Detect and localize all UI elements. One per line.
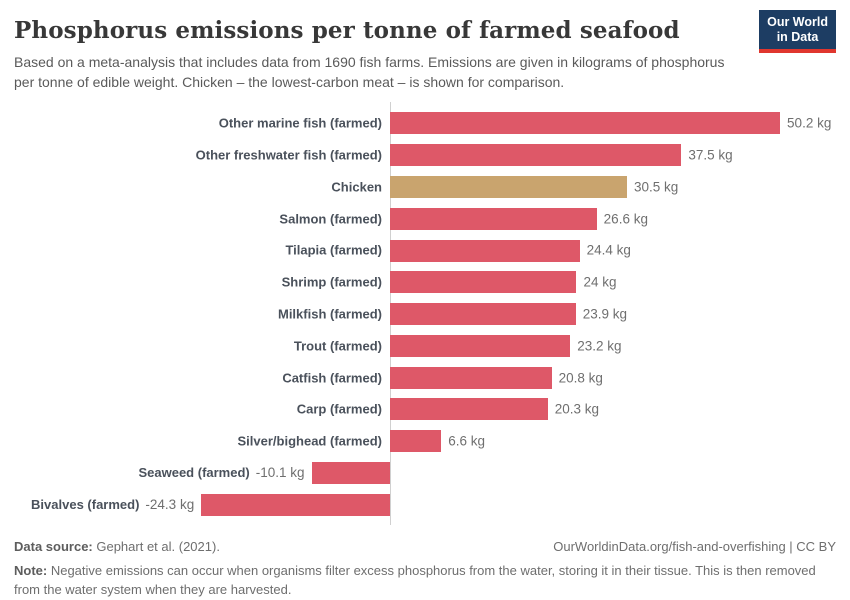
bar-salmon-farmed[interactable] xyxy=(390,207,597,230)
citation-link: OurWorldinData.org/fish-and-overfishing … xyxy=(553,539,836,555)
chart-note: Note: Negative emissions can occur when … xyxy=(14,562,836,600)
bar-row-chicken: Chicken 30.5 kg xyxy=(14,171,836,203)
value-label-trout-farmed: 23.2 kg xyxy=(577,338,622,354)
note-label: Note: xyxy=(14,563,48,579)
bar-silver-bighead-farmed[interactable] xyxy=(390,430,442,453)
bar-tilapia-farmed[interactable] xyxy=(390,239,580,262)
bar-milkfish-farmed[interactable] xyxy=(390,303,576,326)
data-source: Data source: Gephart et al. (2021). xyxy=(14,538,220,557)
bar-row-bivalves-farmed: Bivalves (farmed) -24.3 kg xyxy=(14,489,836,521)
owid-logo-line1: Our World xyxy=(767,15,828,29)
bar-other-marine-fish-farmed[interactable] xyxy=(390,112,781,135)
label-group-seaweed-farmed: Seaweed (farmed) -10.1 kg xyxy=(138,464,304,482)
bar-row-trout-farmed: Trout (farmed) 23.2 kg xyxy=(14,330,836,362)
data-source-label: Data source: xyxy=(14,539,93,555)
data-source-value: Gephart et al. (2021). xyxy=(92,539,220,555)
source-line: Data source: Gephart et al. (2021). OurW… xyxy=(14,538,836,557)
owid-logo: Our World in Data xyxy=(759,10,836,53)
bar-catfish-farmed[interactable] xyxy=(390,366,552,389)
page-subtitle: Based on a meta-analysis that includes d… xyxy=(14,54,725,91)
category-label-tilapia-farmed: Tilapia (farmed) xyxy=(285,242,382,258)
value-label-tilapia-farmed: 24.4 kg xyxy=(586,242,631,258)
category-label-shrimp-farmed: Shrimp (farmed) xyxy=(281,274,382,290)
bar-other-freshwater-fish-farmed[interactable] xyxy=(390,144,682,167)
category-label-other-freshwater-fish-farmed: Other freshwater fish (farmed) xyxy=(195,147,382,163)
bar-row-carp-farmed: Carp (farmed) 20.3 kg xyxy=(14,393,836,425)
bar-row-tilapia-farmed: Tilapia (farmed) 24.4 kg xyxy=(14,235,836,267)
bar-row-seaweed-farmed: Seaweed (farmed) -10.1 kg xyxy=(14,457,836,489)
page-title: Phosphorus emissions per tonne of farmed… xyxy=(14,17,680,44)
value-label-other-freshwater-fish-farmed: 37.5 kg xyxy=(688,147,733,163)
value-label-shrimp-farmed: 24 kg xyxy=(583,274,617,290)
bar-chart: Other marine fish (farmed) 50.2 kg Other f… xyxy=(14,102,836,526)
bar-row-shrimp-farmed: Shrimp (farmed) 24 kg xyxy=(14,266,836,298)
category-label-milkfish-farmed: Milkfish (farmed) xyxy=(277,306,382,322)
value-label-silver-bighead-farmed: 6.6 kg xyxy=(448,433,486,449)
category-label-seaweed-farmed: Seaweed (farmed) xyxy=(138,464,250,480)
bar-row-silver-bighead-farmed: Silver/bighead (farmed) 6.6 kg xyxy=(14,425,836,457)
bar-carp-farmed[interactable] xyxy=(390,398,548,421)
value-label-chicken: 30.5 kg xyxy=(633,179,679,195)
bar-row-milkfish-farmed: Milkfish (farmed) 23.9 kg xyxy=(14,298,836,330)
value-label-salmon-farmed: 26.6 kg xyxy=(603,211,648,227)
category-label-bivalves-farmed: Bivalves (farmed) xyxy=(31,496,140,512)
bar-row-other-freshwater-fish-farmed: Other freshwater fish (farmed) 37.5 kg xyxy=(14,139,836,171)
value-label-milkfish-farmed: 23.9 kg xyxy=(582,306,627,322)
bar-row-salmon-farmed: Salmon (farmed) 26.6 kg xyxy=(14,203,836,235)
bar-seaweed-farmed[interactable] xyxy=(311,461,390,484)
value-label-carp-farmed: 20.3 kg xyxy=(554,401,600,417)
label-group-bivalves-farmed: Bivalves (farmed) -24.3 kg xyxy=(31,496,194,514)
bar-bivalves-farmed[interactable] xyxy=(201,493,390,516)
note-text: Negative emissions can occur when organi… xyxy=(14,563,816,598)
bar-row-catfish-farmed: Catfish (farmed) 20.8 kg xyxy=(14,362,836,394)
category-label-chicken: Chicken xyxy=(331,179,382,195)
category-label-silver-bighead-farmed: Silver/bighead (farmed) xyxy=(237,433,382,449)
category-label-catfish-farmed: Catfish (farmed) xyxy=(282,370,382,385)
category-label-salmon-farmed: Salmon (farmed) xyxy=(279,211,382,227)
chart-footer: Data source: Gephart et al. (2021). OurW… xyxy=(14,538,836,600)
value-label-catfish-farmed: 20.8 kg xyxy=(558,370,603,385)
value-label-other-marine-fish-farmed: 50.2 kg xyxy=(787,115,832,131)
bar-shrimp-farmed[interactable] xyxy=(390,271,577,294)
category-label-carp-farmed: Carp (farmed) xyxy=(296,401,382,417)
owid-logo-line2: in Data xyxy=(776,30,819,44)
bar-chicken[interactable] xyxy=(390,176,627,198)
category-label-trout-farmed: Trout (farmed) xyxy=(293,338,382,354)
value-label-bivalves-farmed: -24.3 kg xyxy=(145,496,195,512)
bar-row-other-marine-fish-farmed: Other marine fish (farmed) 50.2 kg xyxy=(14,107,836,139)
value-label-seaweed-farmed: -10.1 kg xyxy=(255,464,305,480)
category-label-other-marine-fish-farmed: Other marine fish (farmed) xyxy=(218,115,382,131)
bar-trout-farmed[interactable] xyxy=(390,334,571,357)
